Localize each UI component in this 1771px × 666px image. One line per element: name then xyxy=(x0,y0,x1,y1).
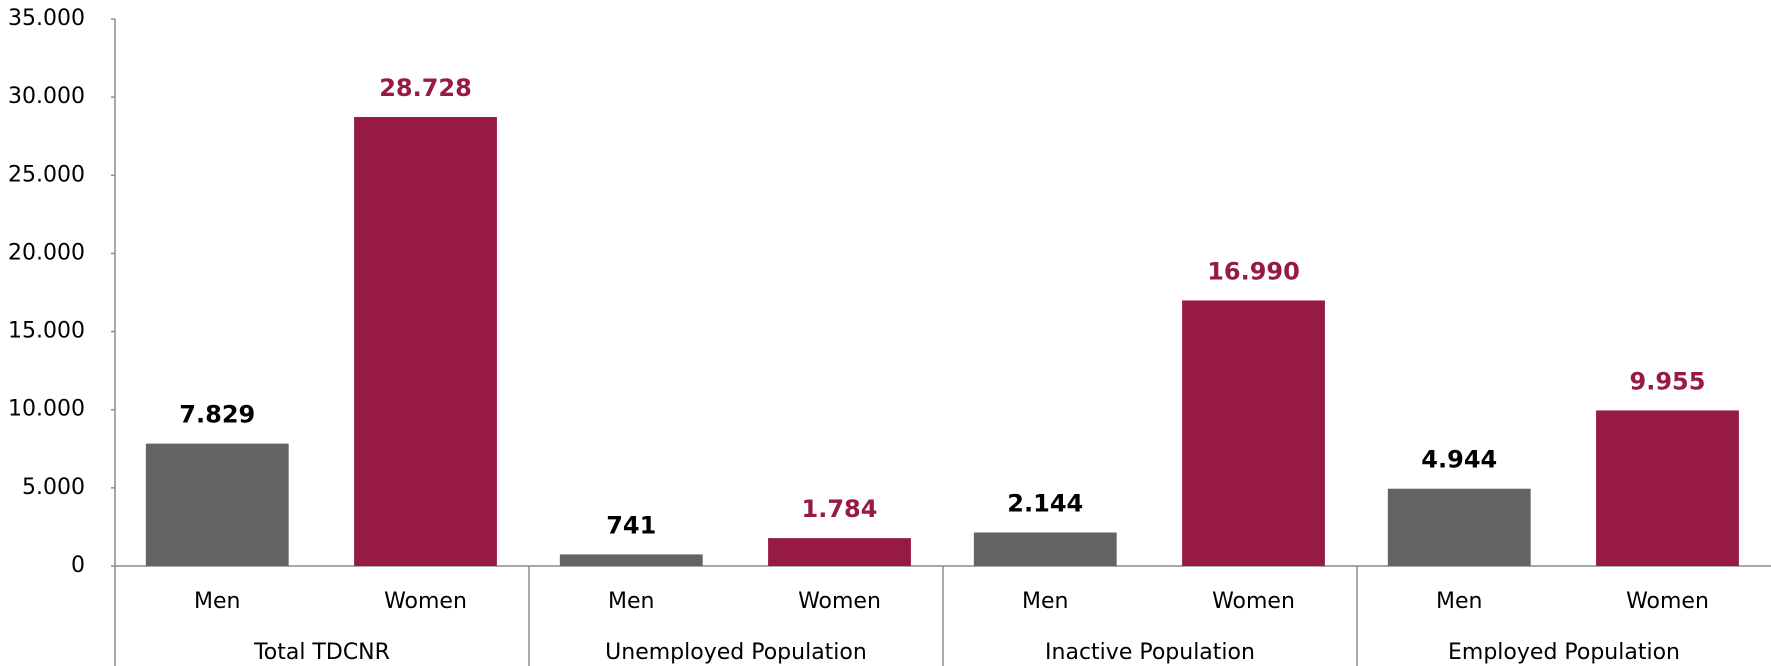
data-label: 741 xyxy=(606,511,656,539)
data-label: 7.829 xyxy=(179,401,255,429)
bar xyxy=(354,117,497,566)
y-tick-label: 30.000 xyxy=(8,84,85,109)
x-tick-label: Women xyxy=(798,589,881,614)
y-tick-label: 25.000 xyxy=(8,162,85,187)
bar xyxy=(1182,300,1325,566)
bar xyxy=(768,538,911,566)
bar xyxy=(1596,410,1739,566)
y-tick-label: 20.000 xyxy=(8,240,85,265)
y-tick-label: 0 xyxy=(71,553,85,578)
x-tick-label: Men xyxy=(1436,589,1482,614)
y-tick-label: 15.000 xyxy=(8,319,85,344)
x-tick-label: Women xyxy=(1212,589,1295,614)
data-label: 1.784 xyxy=(802,495,878,523)
data-label: 28.728 xyxy=(379,74,472,102)
data-label: 4.944 xyxy=(1421,446,1497,474)
group-label: Unemployed Population xyxy=(605,640,867,665)
bar xyxy=(1387,488,1531,566)
x-tick-label: Men xyxy=(608,589,654,614)
group-label: Inactive Population xyxy=(1045,640,1255,665)
group-label: Employed Population xyxy=(1448,640,1680,665)
bar xyxy=(145,443,289,566)
bar xyxy=(559,554,703,566)
y-tick-label: 10.000 xyxy=(8,397,85,422)
y-tick-label: 35.000 xyxy=(8,6,85,31)
data-label: 16.990 xyxy=(1207,257,1300,285)
x-tick-label: Women xyxy=(384,589,467,614)
group-label: Total TDCNR xyxy=(253,640,390,665)
x-tick-label: Men xyxy=(1022,589,1068,614)
x-tick-label: Women xyxy=(1626,589,1709,614)
x-tick-label: Men xyxy=(194,589,240,614)
data-label: 2.144 xyxy=(1007,489,1083,517)
bar xyxy=(973,532,1117,566)
data-label: 9.955 xyxy=(1630,367,1706,395)
y-tick-label: 5.000 xyxy=(22,475,85,500)
